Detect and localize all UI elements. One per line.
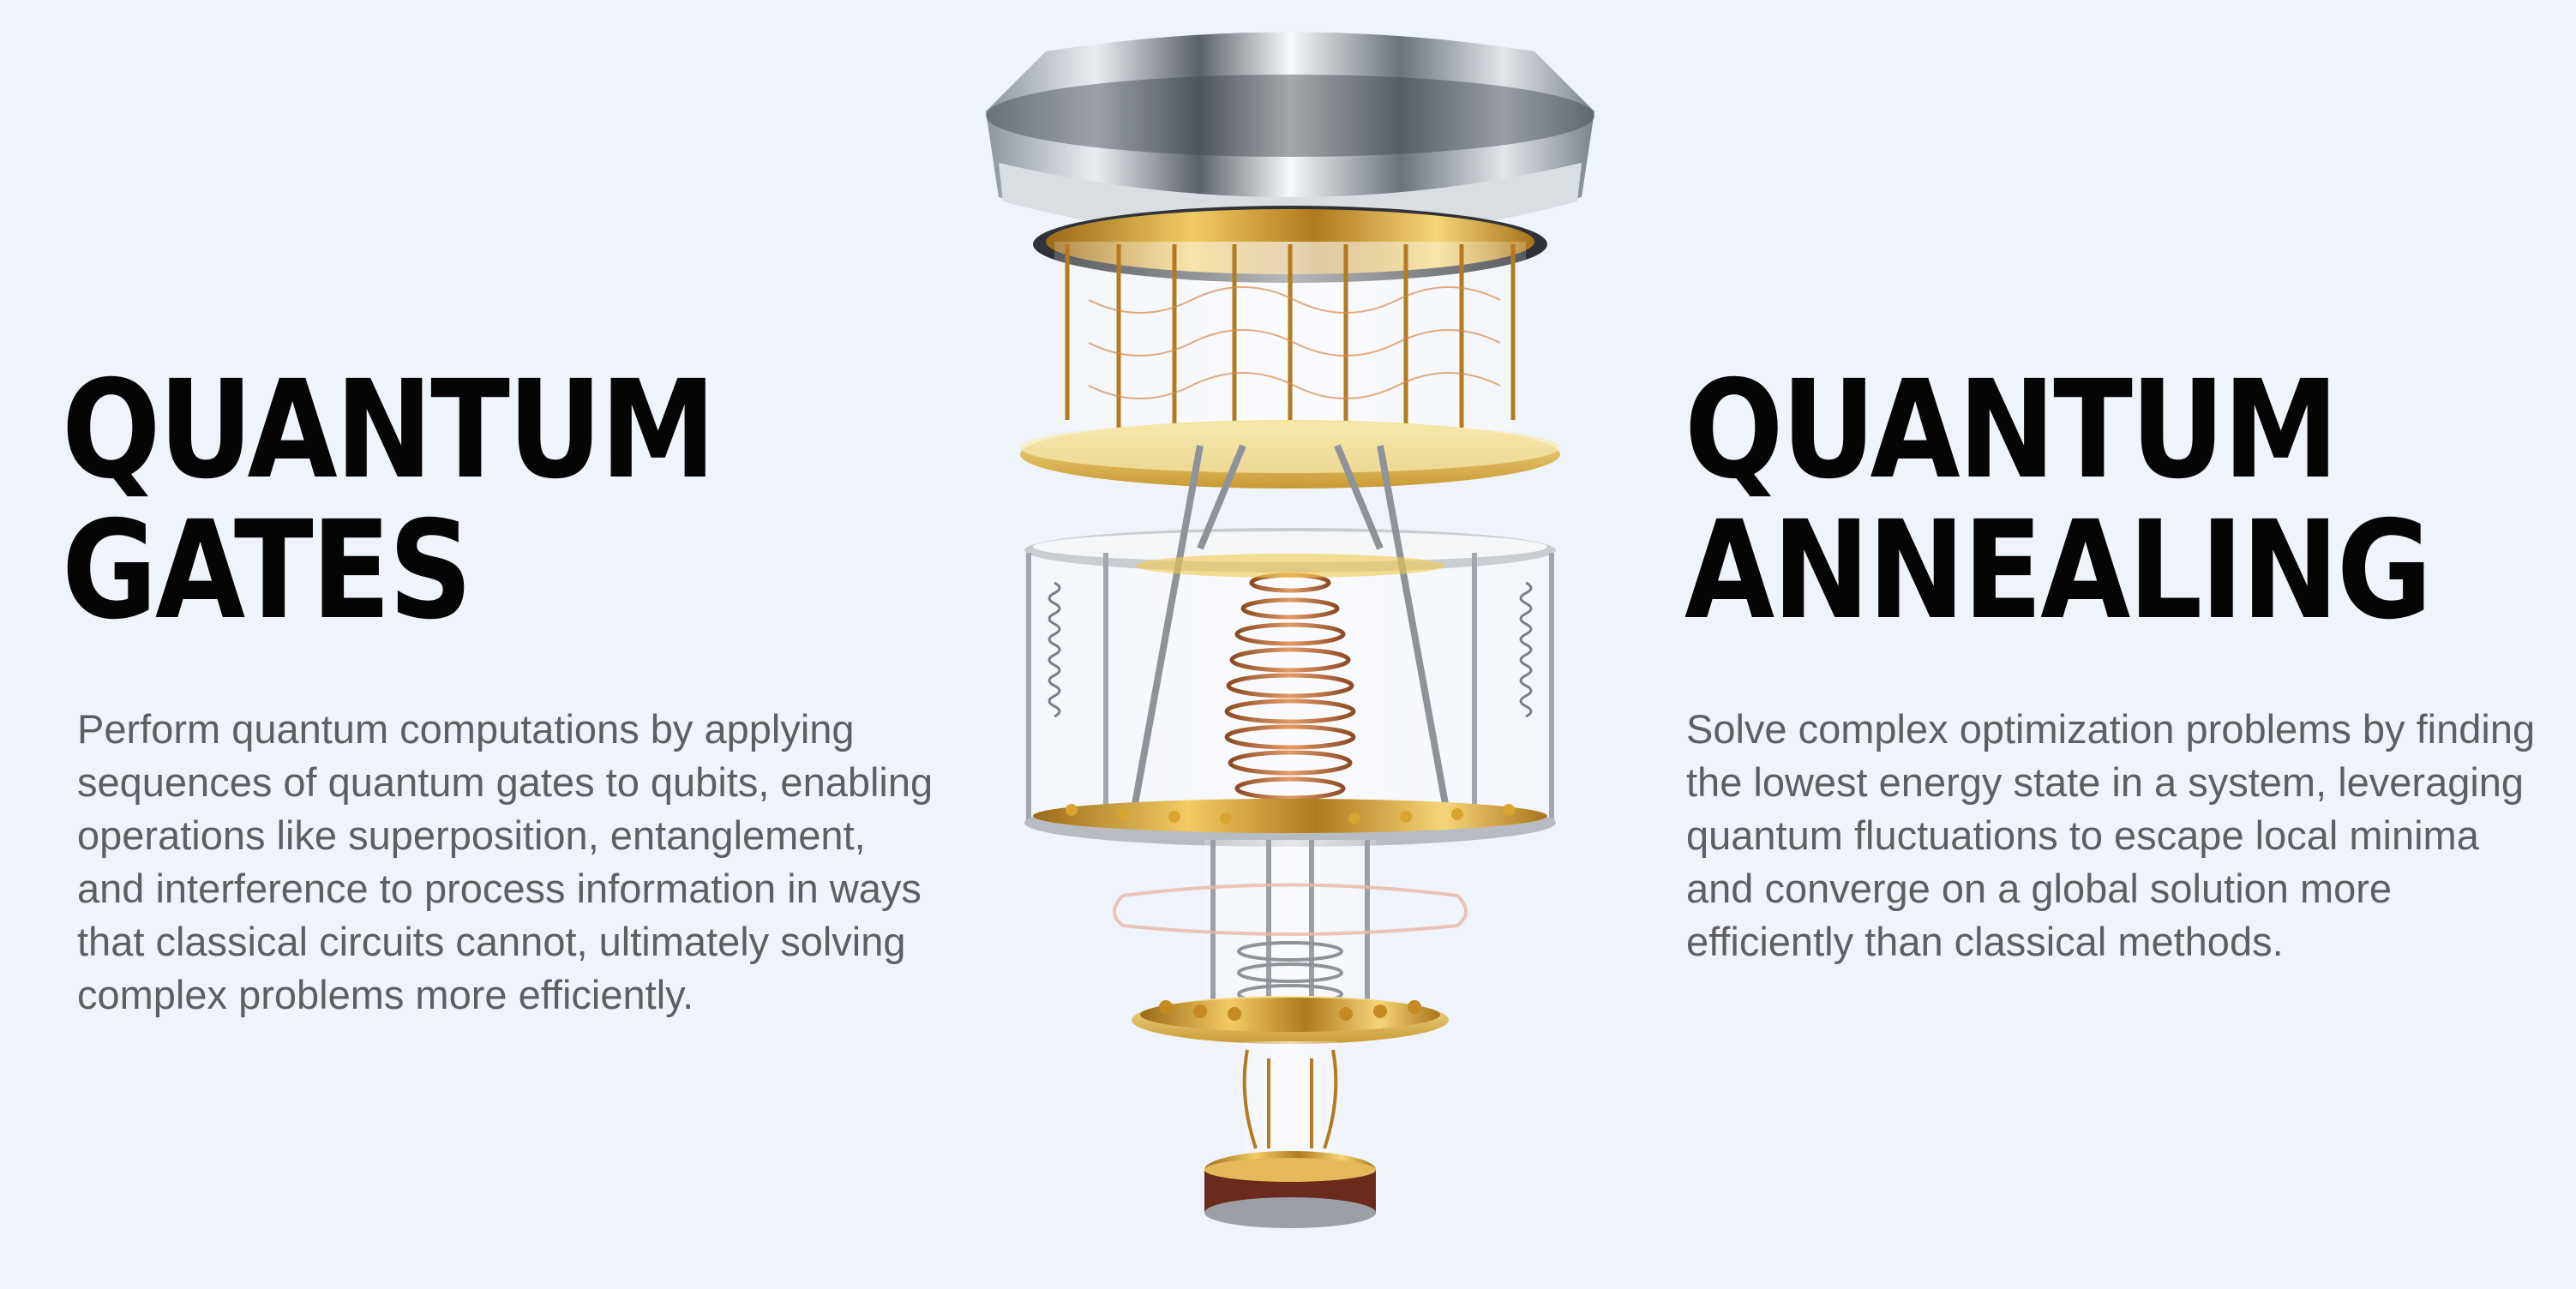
- upper-gold-stage: [1020, 242, 1560, 489]
- title-line-2: ANNEALING: [1684, 492, 2432, 650]
- quantum-gates-description: Perform quantum computations by applying…: [77, 706, 934, 1017]
- title-line-1: QUANTUM: [62, 351, 716, 509]
- quantum-computer-chandelier-image: [917, 17, 1663, 1260]
- quantum-annealing-description: Solve complex optimization problems by f…: [1686, 706, 2536, 964]
- title-line-2: GATES: [62, 492, 472, 650]
- middle-stage: [1024, 444, 1556, 847]
- lower-stage: [1113, 840, 1468, 1044]
- quantum-annealing-title: QUANTUM ANNEALING: [1684, 360, 2551, 641]
- title-line-1: QUANTUM: [1684, 351, 2339, 509]
- bottom-tip: [1204, 1041, 1376, 1228]
- quantum-gates-title: QUANTUM GATES: [62, 360, 820, 641]
